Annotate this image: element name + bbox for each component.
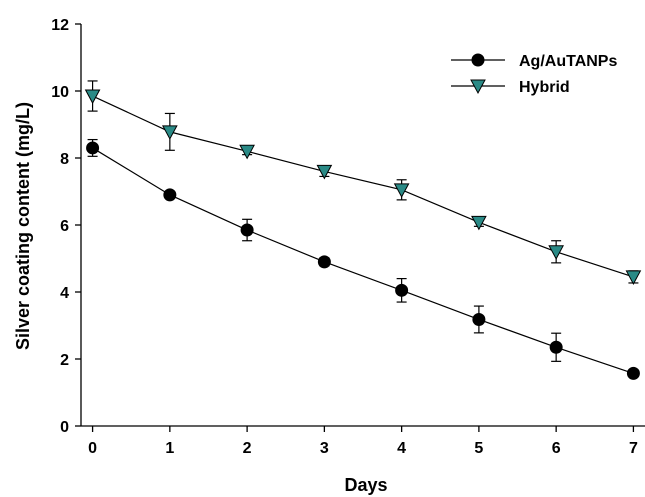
y-tick-label: 0 [60, 419, 69, 436]
series-line-ag-autanps [92, 147, 634, 374]
data-point-ag-autanps [317, 255, 331, 269]
x-axis-title: Days [344, 475, 387, 495]
y-tick-label: 8 [60, 151, 69, 168]
data-point-hybrid [239, 144, 255, 160]
plot-area [84, 80, 642, 380]
data-point-ag-autanps [549, 340, 563, 354]
y-tick-label: 2 [60, 352, 69, 369]
data-point-hybrid [548, 245, 564, 260]
x-tick-label: 6 [552, 440, 561, 457]
data-point-hybrid [162, 125, 178, 140]
legend-label-hybrid: Hybrid [519, 79, 570, 96]
x-tick-label: 3 [320, 440, 329, 457]
data-point-ag-autanps [163, 188, 177, 202]
y-tick-label: 12 [51, 17, 69, 34]
y-tick-label: 6 [60, 218, 69, 235]
x-tick-label: 2 [243, 440, 252, 457]
legend-label-ag-autanps: Ag/AuTANPs [519, 53, 617, 70]
x-tick-label: 4 [397, 440, 406, 457]
data-point-ag-autanps [395, 283, 409, 297]
y-tick-label: 10 [51, 84, 69, 101]
legend-marker-ag-autanps [471, 53, 485, 67]
data-point-hybrid [393, 183, 410, 198]
data-point-ag-autanps [240, 223, 254, 237]
data-point-hybrid [84, 89, 101, 105]
x-tick-label: 0 [88, 440, 97, 457]
data-point-hybrid [625, 270, 642, 285]
x-tick-label: 1 [165, 440, 174, 457]
x-tick-label: 7 [629, 440, 638, 457]
legend-marker-hybrid [470, 79, 486, 95]
series-line-hybrid [92, 95, 634, 278]
data-point-ag-autanps [472, 312, 486, 326]
data-point-hybrid [316, 164, 333, 180]
x-tick-label: 5 [474, 440, 483, 457]
y-axis-title: Silver coating content (mg/L) [13, 102, 33, 350]
legend: Ag/AuTANPs Hybrid [451, 53, 617, 96]
data-point-hybrid [471, 215, 487, 231]
data-point-ag-autanps [626, 366, 640, 380]
data-point-ag-autanps [86, 141, 100, 155]
y-tick-label: 4 [60, 285, 69, 302]
